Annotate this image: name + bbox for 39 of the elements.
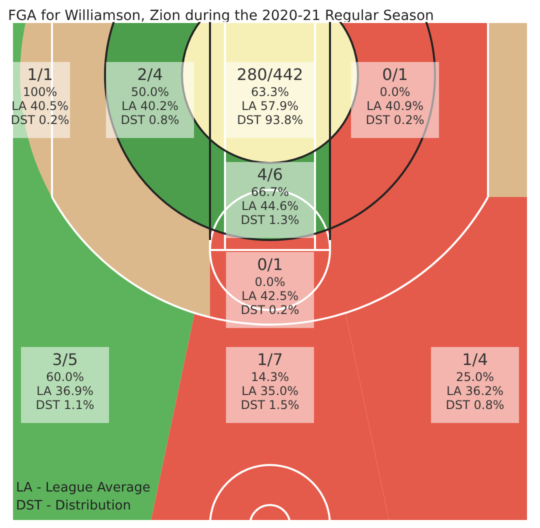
text: LA 35.0%: [240, 384, 300, 398]
text: DST 0.2%: [240, 303, 300, 317]
text: DST 1.5%: [240, 398, 300, 412]
data-label: 0.0%: [254, 275, 286, 289]
text: 0/1: [381, 65, 409, 85]
text: 1/1: [26, 65, 54, 85]
text: DST 0.8%: [120, 113, 180, 127]
data-label: 14.3%: [250, 370, 290, 384]
text: LA 42.5%: [240, 289, 300, 303]
text: LA 36.2%: [445, 384, 505, 398]
text: 0/1: [256, 255, 284, 275]
text: DST 0.8%: [444, 398, 506, 412]
data-label: 50.0%: [130, 85, 170, 99]
text: 280/442: [236, 65, 304, 85]
text: LA 40.2%: [120, 99, 180, 113]
data-label: 25.0%: [454, 370, 496, 384]
text: LA 36.9%: [35, 384, 95, 398]
text: LA 40.9%: [365, 99, 425, 113]
data-label: 100%: [22, 85, 58, 99]
text: 1/7: [256, 350, 284, 370]
text: 1/4: [461, 350, 489, 370]
text: DST 1.3%: [240, 213, 300, 227]
data-label: 63.3%: [250, 85, 290, 99]
data-label: 66.7%: [250, 185, 290, 199]
text: DST - Distribution: [16, 498, 132, 514]
text: DST 93.8%: [236, 113, 304, 127]
text: LA 57.9%: [240, 99, 300, 113]
data-label: 60.0%: [44, 370, 86, 384]
text: LA - League Average: [16, 480, 150, 496]
text: LA 44.6%: [240, 199, 300, 213]
text: DST 1.1%: [34, 398, 96, 412]
text: LA 40.5%: [10, 99, 70, 113]
text: 4/6: [256, 165, 284, 185]
data-label: 0.0%: [378, 85, 412, 99]
text: 3/5: [51, 350, 79, 370]
text: 2/4: [136, 65, 164, 85]
text: FGA for Williamson, Zion during the 2020-21 Regular Season: [8, 8, 434, 24]
text: DST 0.2%: [364, 113, 426, 127]
text: DST 0.2%: [10, 113, 70, 127]
